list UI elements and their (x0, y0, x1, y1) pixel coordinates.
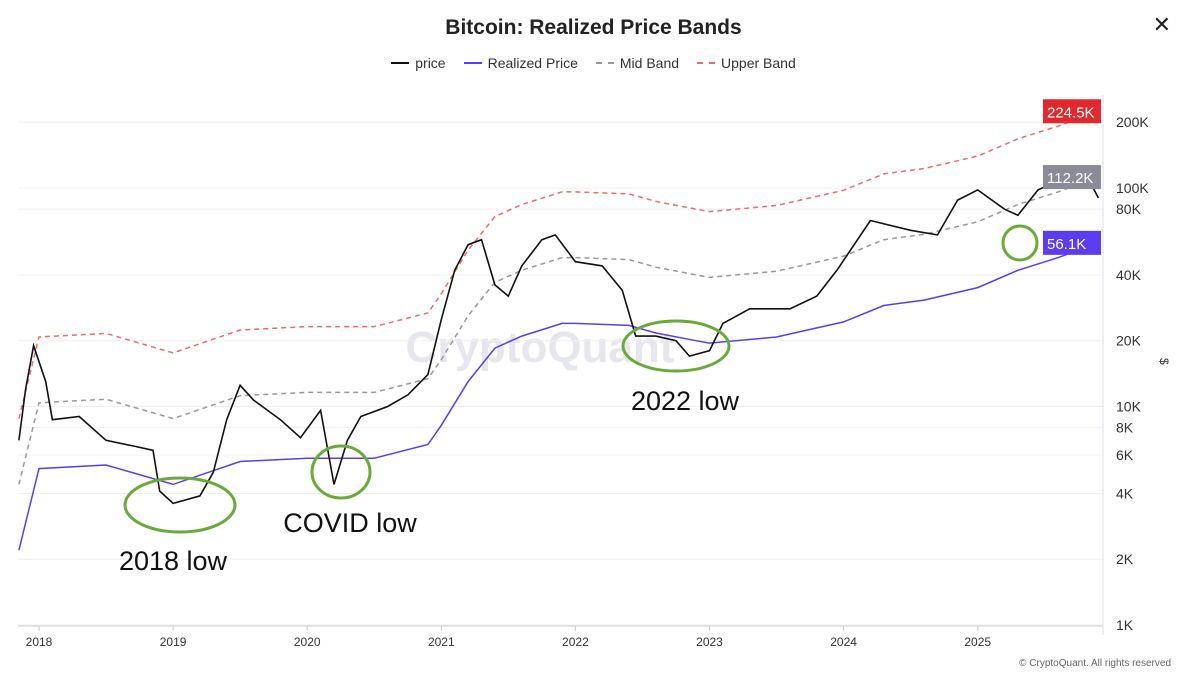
x-tick-label: 2023 (696, 635, 723, 649)
annotation-circle (1001, 224, 1039, 262)
x-tick-label: 2021 (428, 635, 455, 649)
annotation-label: 2018 low (119, 546, 228, 576)
annotation-label: COVID low (283, 508, 417, 538)
annotation-circle (123, 476, 237, 534)
legend-swatch (595, 62, 614, 64)
y-tick-label: 6K (1116, 447, 1134, 463)
legend-item-realized-price[interactable]: Realized Price (463, 55, 578, 71)
y-tick-label: 1K (1116, 617, 1134, 633)
x-tick-label: 2025 (964, 635, 991, 649)
series-price (18, 174, 1100, 505)
legend-swatch (391, 62, 410, 64)
legend: price Realized Price Mid Band Upper Band (0, 55, 1187, 71)
annotation-circle (621, 319, 731, 373)
x-tick-label: 2022 (562, 635, 589, 649)
copyright: © CryptoQuant. All rights reserved (1019, 658, 1171, 669)
y-tick-label: 20K (1116, 333, 1142, 349)
y-tick-label: 80K (1116, 201, 1142, 217)
y-tick-label: 200K (1116, 114, 1149, 130)
end-value-badge (1043, 165, 1101, 190)
x-tick-label: 2020 (294, 635, 321, 649)
y-tick-label: 8K (1116, 420, 1134, 436)
legend-label: Mid Band (619, 55, 680, 71)
end-value-badge (1043, 230, 1101, 255)
close-icon[interactable]: ✕ (1152, 12, 1171, 37)
y-tick-label: 4K (1116, 485, 1134, 501)
series-realized-price (18, 242, 1099, 551)
y-tick-label: 100K (1116, 180, 1149, 196)
legend-label: price (415, 55, 446, 71)
x-tick-label: 2018 (26, 635, 53, 649)
end-value-label: 56.1K (1047, 236, 1086, 253)
watermark: CryptoQuant (406, 323, 675, 372)
legend-item-price[interactable]: price (391, 55, 446, 71)
series-upper-band (18, 110, 1099, 419)
legend-item-upper-band[interactable]: Upper Band (697, 55, 796, 71)
legend-swatch (463, 62, 482, 64)
chart-title: Bitcoin: Realized Price Bands (445, 16, 742, 39)
end-value-badge (1043, 99, 1101, 124)
y-tick-label: 10K (1116, 399, 1142, 415)
x-tick-label: 2024 (830, 635, 857, 649)
annotation-circle (310, 444, 372, 500)
y-tick-label: 2K (1116, 551, 1134, 567)
series-mid-band (18, 176, 1099, 485)
legend-label: Realized Price (487, 55, 578, 71)
legend-label: Upper Band (721, 55, 796, 71)
legend-swatch (697, 62, 716, 64)
annotation-label: 2022 low (631, 386, 740, 416)
y-tick-label: 40K (1116, 267, 1142, 283)
legend-item-mid-band[interactable]: Mid Band (595, 55, 680, 71)
y-axis-label: $ (1157, 358, 1171, 365)
x-tick-label: 2019 (160, 635, 187, 649)
end-value-label: 112.2K (1047, 170, 1093, 187)
end-value-label: 224.5K (1047, 104, 1095, 121)
